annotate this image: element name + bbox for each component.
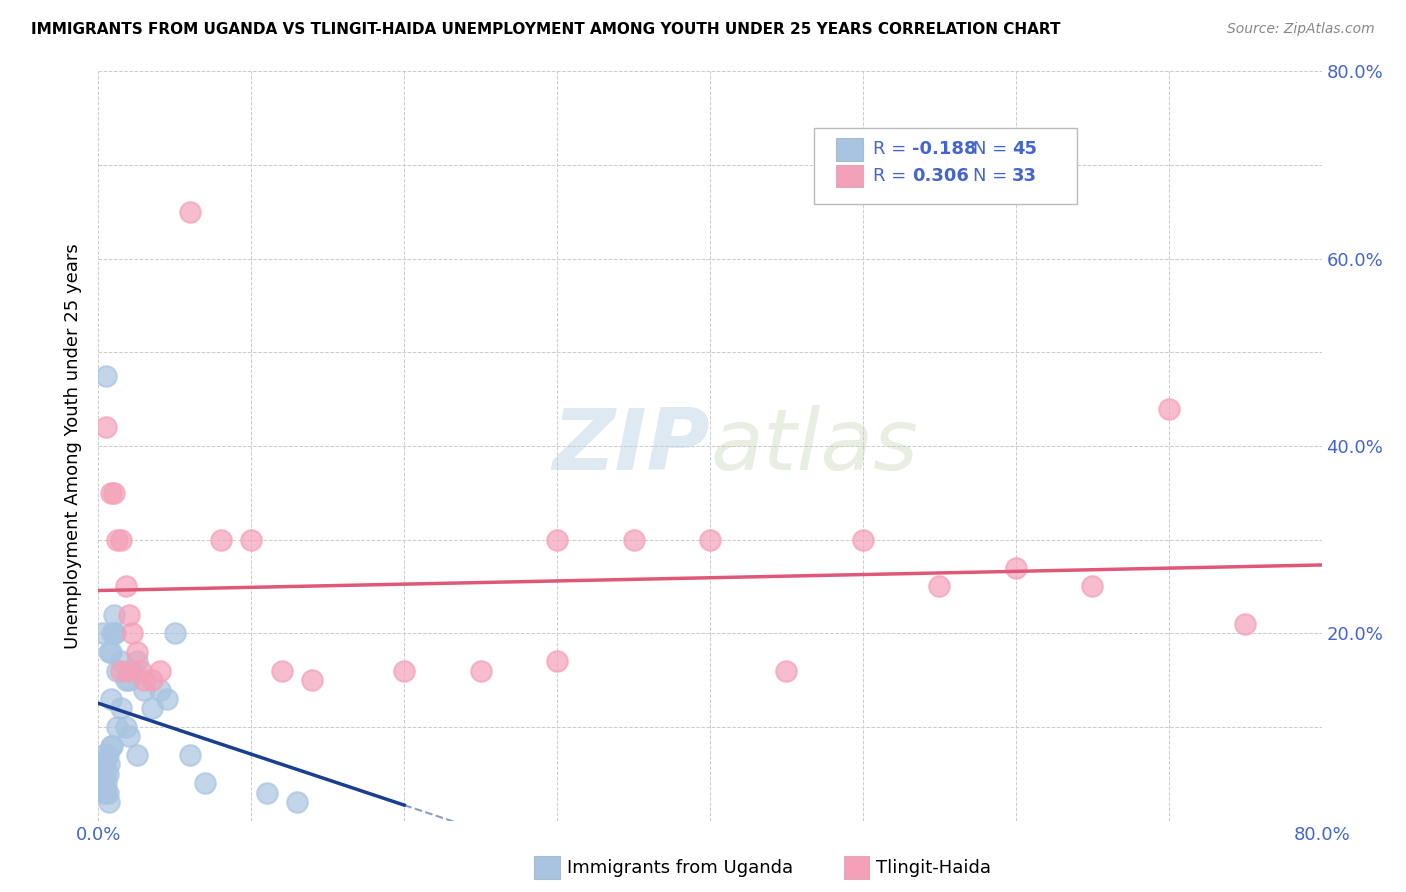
- Point: [115, 720, 138, 734]
- Point: [240, 533, 263, 547]
- Point: [94, 368, 117, 383]
- Bar: [837, 165, 863, 187]
- FancyBboxPatch shape: [814, 128, 1077, 204]
- Point: [110, 655, 132, 669]
- Text: Source: ZipAtlas.com: Source: ZipAtlas.com: [1227, 22, 1375, 37]
- Point: [94, 776, 117, 790]
- Point: [100, 739, 122, 753]
- Point: [121, 664, 143, 678]
- Text: 0.306: 0.306: [912, 168, 969, 186]
- Point: [125, 645, 148, 659]
- Point: [141, 673, 163, 688]
- Point: [103, 486, 125, 500]
- Point: [105, 720, 128, 734]
- Text: 45: 45: [1012, 140, 1038, 158]
- Point: [97, 786, 120, 800]
- Point: [121, 626, 143, 640]
- Point: [141, 701, 163, 715]
- Point: [100, 692, 122, 706]
- Point: [546, 655, 568, 669]
- Point: [101, 626, 124, 640]
- Point: [93, 786, 115, 800]
- Point: [134, 682, 156, 697]
- Point: [90, 767, 112, 781]
- Point: [115, 580, 138, 594]
- Point: [93, 757, 115, 772]
- Point: [775, 664, 797, 678]
- Point: [134, 673, 156, 688]
- Text: R =: R =: [873, 168, 911, 186]
- Bar: [837, 138, 863, 161]
- Point: [110, 533, 132, 547]
- Text: R =: R =: [873, 140, 911, 158]
- Point: [852, 533, 875, 547]
- Point: [1004, 561, 1026, 575]
- Point: [100, 645, 122, 659]
- Point: [91, 747, 114, 762]
- Point: [110, 664, 132, 678]
- Point: [91, 626, 114, 640]
- Point: [129, 664, 152, 678]
- Point: [1081, 580, 1104, 594]
- Point: [91, 776, 114, 790]
- Point: [209, 533, 232, 547]
- Point: [699, 533, 721, 547]
- Point: [163, 626, 186, 640]
- Point: [125, 747, 148, 762]
- Point: [270, 664, 292, 678]
- Text: N =: N =: [973, 140, 1012, 158]
- Point: [97, 767, 120, 781]
- Point: [285, 795, 308, 809]
- Point: [94, 786, 117, 800]
- Point: [105, 664, 128, 678]
- Point: [101, 739, 124, 753]
- Point: [93, 767, 115, 781]
- Point: [118, 664, 141, 678]
- Point: [1234, 617, 1257, 632]
- Point: [110, 701, 132, 715]
- Point: [392, 664, 416, 678]
- Point: [98, 795, 121, 809]
- Point: [103, 626, 125, 640]
- Point: [256, 786, 278, 800]
- Point: [928, 580, 950, 594]
- Point: [118, 673, 141, 688]
- Point: [91, 757, 114, 772]
- Text: atlas: atlas: [710, 404, 918, 488]
- Point: [104, 626, 127, 640]
- Point: [149, 664, 172, 678]
- Point: [118, 607, 141, 622]
- Point: [156, 692, 179, 706]
- Text: N =: N =: [973, 168, 1012, 186]
- Text: -0.188: -0.188: [912, 140, 977, 158]
- Text: IMMIGRANTS FROM UGANDA VS TLINGIT-HAIDA UNEMPLOYMENT AMONG YOUTH UNDER 25 YEARS : IMMIGRANTS FROM UGANDA VS TLINGIT-HAIDA …: [31, 22, 1060, 37]
- Text: Immigrants from Uganda: Immigrants from Uganda: [567, 859, 793, 877]
- Point: [98, 645, 121, 659]
- Y-axis label: Unemployment Among Youth under 25 years: Unemployment Among Youth under 25 years: [65, 244, 83, 648]
- Point: [179, 747, 201, 762]
- Point: [194, 776, 217, 790]
- Point: [105, 533, 128, 547]
- Point: [1157, 401, 1180, 416]
- Point: [179, 205, 201, 219]
- Point: [103, 607, 125, 622]
- Point: [115, 673, 138, 688]
- Point: [546, 533, 568, 547]
- Point: [118, 730, 141, 744]
- Point: [301, 673, 323, 688]
- Point: [98, 757, 121, 772]
- Point: [623, 533, 645, 547]
- Text: ZIP: ZIP: [553, 404, 710, 488]
- Point: [125, 655, 148, 669]
- Point: [97, 747, 120, 762]
- Text: 33: 33: [1012, 168, 1038, 186]
- Point: [100, 486, 122, 500]
- Text: Tlingit-Haida: Tlingit-Haida: [876, 859, 991, 877]
- Point: [470, 664, 492, 678]
- Point: [149, 682, 172, 697]
- Point: [94, 420, 117, 434]
